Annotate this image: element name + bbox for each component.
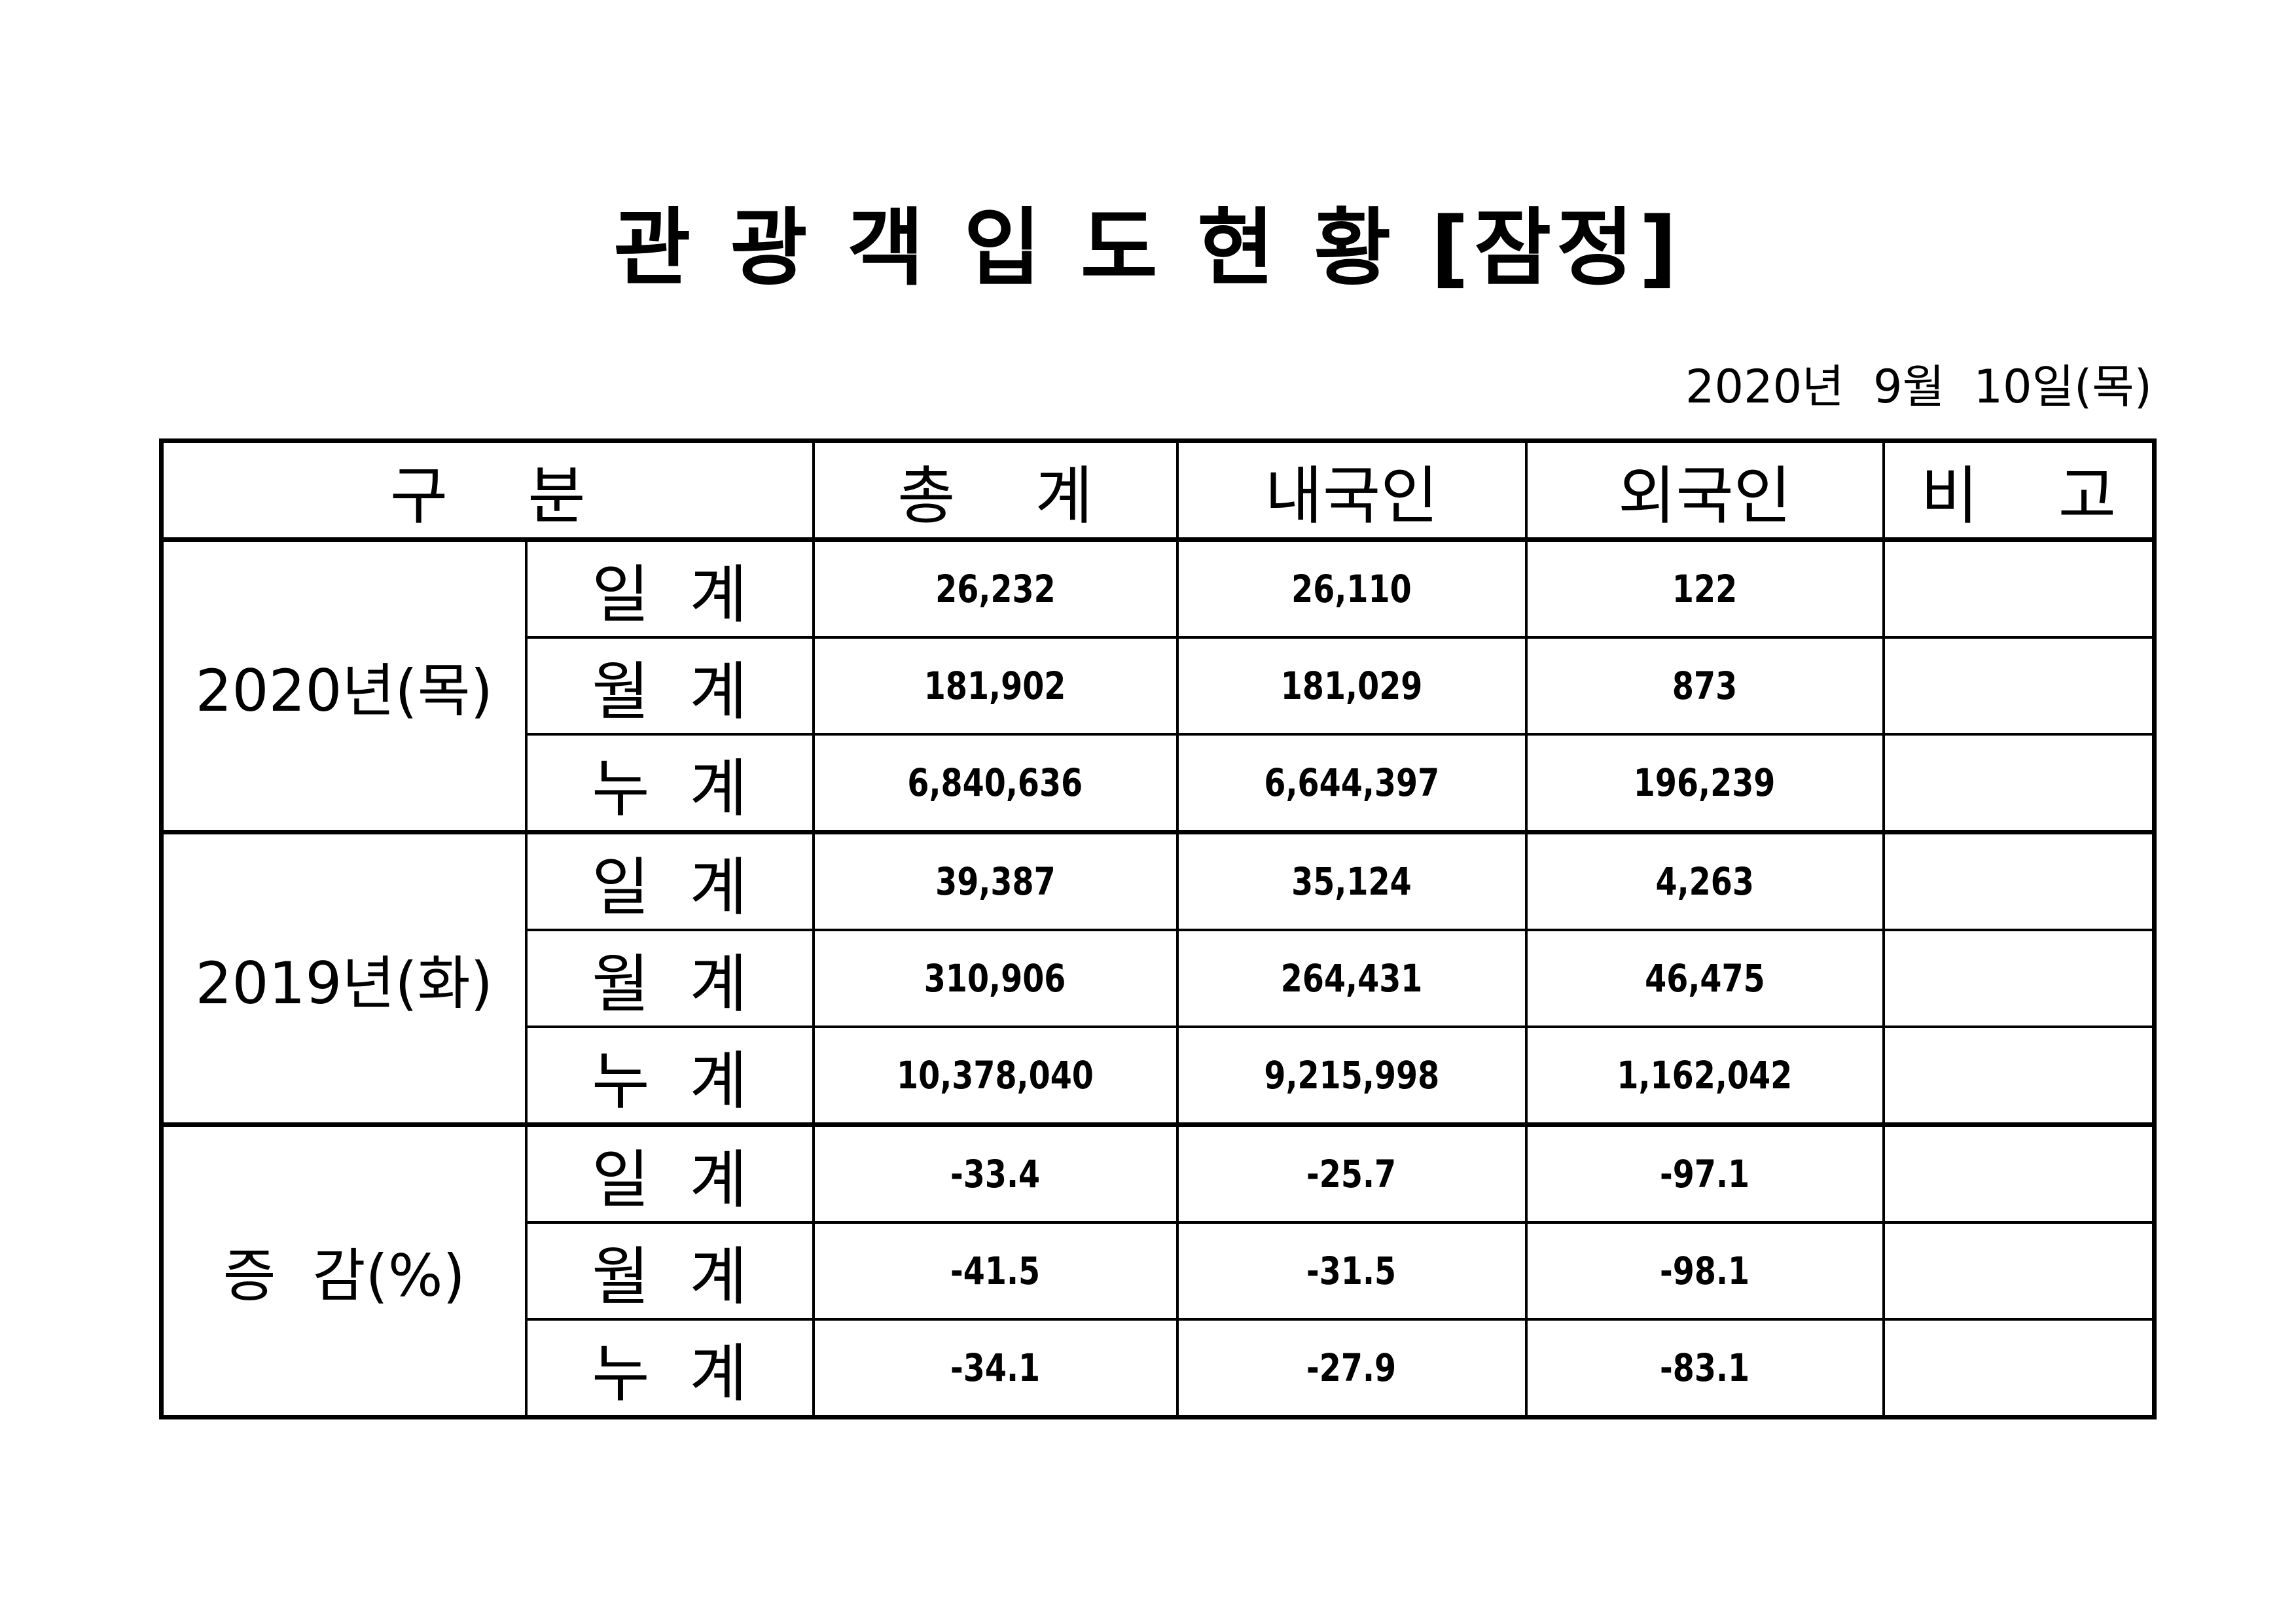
foreign-cell: -97.1 bbox=[1524, 1122, 1885, 1224]
domestic-value: 181,029 bbox=[1280, 664, 1423, 708]
foreign-cell: 1,162,042 bbox=[1524, 1026, 1885, 1126]
domestic-cell: 9,215,998 bbox=[1175, 1026, 1528, 1126]
domestic-value: -25.7 bbox=[1306, 1152, 1397, 1196]
note-cell bbox=[1882, 1221, 2156, 1321]
table-row: 2020년(목) 일 계 26,232 26,110 122 bbox=[160, 537, 2156, 834]
domestic-cell: 26,110 bbox=[1175, 537, 1528, 639]
foreign-value: 4,263 bbox=[1655, 859, 1754, 904]
row-label: 일 계 bbox=[524, 1122, 815, 1224]
domestic-cell: -27.9 bbox=[1175, 1318, 1528, 1419]
page-title: 관 광 객 입 도 현 황 [잠정] bbox=[613, 200, 1683, 297]
domestic-cell: 264,431 bbox=[1175, 929, 1528, 1028]
table-row: 월 계 310,906 264,431 46,475 bbox=[162, 929, 2156, 1028]
note-cell bbox=[1882, 1122, 2156, 1224]
note-cell bbox=[1882, 1026, 2156, 1126]
table-row: 증 감(%) 일 계 -33.4 -25.7 -97.1 bbox=[160, 1122, 2156, 1419]
total-value: -34.1 bbox=[950, 1346, 1041, 1390]
header-foreign: 외국인 bbox=[1524, 439, 1885, 542]
row-label: 월 계 bbox=[524, 1221, 815, 1321]
foreign-cell: -83.1 bbox=[1524, 1318, 1885, 1419]
row-label: 월 계 bbox=[524, 636, 815, 736]
report-date: 2020년 9월 10일(목) bbox=[1685, 360, 2152, 414]
domestic-value: -27.9 bbox=[1306, 1346, 1397, 1390]
header-row: 구 분 총 계 내국인 외국인 비 고 bbox=[160, 439, 2156, 542]
foreign-value: 46,475 bbox=[1644, 956, 1765, 1001]
domestic-cell: 181,029 bbox=[1175, 636, 1528, 736]
total-cell: 310,906 bbox=[812, 929, 1179, 1028]
foreign-value: 873 bbox=[1672, 664, 1738, 708]
total-cell: -33.4 bbox=[812, 1122, 1179, 1224]
domestic-value: 264,431 bbox=[1280, 956, 1423, 1001]
table-row: 월 계 -41.5 -31.5 -98.1 bbox=[162, 1221, 2156, 1321]
foreign-cell: 4,263 bbox=[1524, 830, 1885, 931]
foreign-cell: -98.1 bbox=[1524, 1221, 1885, 1321]
foreign-cell: 873 bbox=[1524, 636, 1885, 736]
foreign-value: 196,239 bbox=[1634, 760, 1776, 805]
foreign-cell: 122 bbox=[1524, 537, 1885, 639]
table-row: 2019년(화) 일 계 39,387 35,124 4,263 bbox=[160, 830, 2156, 1126]
row-label: 월 계 bbox=[524, 929, 815, 1028]
total-value: 6,840,636 bbox=[907, 760, 1083, 805]
foreign-cell: 196,239 bbox=[1524, 733, 1885, 834]
domestic-value: 35,124 bbox=[1291, 859, 1412, 904]
total-value: -33.4 bbox=[950, 1152, 1041, 1196]
group-label: 2020년(목) bbox=[160, 537, 528, 834]
note-cell bbox=[1882, 1318, 2156, 1419]
total-cell: 6,840,636 bbox=[812, 733, 1179, 834]
total-value: 310,906 bbox=[924, 956, 1066, 1001]
total-value: 26,232 bbox=[935, 567, 1056, 611]
table-row: 월 계 181,902 181,029 873 bbox=[162, 636, 2156, 736]
foreign-cell: 46,475 bbox=[1524, 929, 1885, 1028]
note-cell bbox=[1882, 537, 2156, 639]
total-cell: 181,902 bbox=[812, 636, 1179, 736]
domestic-value: 9,215,998 bbox=[1264, 1053, 1439, 1097]
header-domestic: 내국인 bbox=[1175, 439, 1528, 542]
total-cell: 26,232 bbox=[812, 537, 1179, 639]
table-row: 누 계 6,840,636 6,644,397 196,239 bbox=[162, 733, 2156, 834]
domestic-cell: 35,124 bbox=[1175, 830, 1528, 931]
note-cell bbox=[1882, 733, 2156, 834]
foreign-value: 1,162,042 bbox=[1617, 1053, 1793, 1097]
header-total: 총 계 bbox=[812, 439, 1179, 542]
domestic-value: 26,110 bbox=[1291, 567, 1412, 611]
domestic-value: 6,644,397 bbox=[1264, 760, 1439, 805]
table-row: 누 계 -34.1 -27.9 -83.1 bbox=[162, 1318, 2156, 1419]
total-value: 10,378,040 bbox=[897, 1053, 1094, 1097]
tourist-arrivals-table: 구 분 총 계 내국인 외국인 비 고 2020년(목) 일 계 26,232 26,… bbox=[159, 438, 2157, 1419]
domestic-cell: -31.5 bbox=[1175, 1221, 1528, 1321]
total-value: 181,902 bbox=[924, 664, 1066, 708]
foreign-value: -97.1 bbox=[1659, 1152, 1750, 1196]
header-note: 비 고 bbox=[1882, 439, 2156, 542]
foreign-value: -83.1 bbox=[1659, 1346, 1750, 1390]
domestic-cell: -25.7 bbox=[1175, 1122, 1528, 1224]
group-label: 증 감(%) bbox=[160, 1122, 528, 1419]
note-cell bbox=[1882, 929, 2156, 1028]
foreign-value: -98.1 bbox=[1659, 1249, 1750, 1293]
total-cell: 10,378,040 bbox=[812, 1026, 1179, 1126]
domestic-value: -31.5 bbox=[1306, 1249, 1397, 1293]
note-cell bbox=[1882, 636, 2156, 736]
group-label: 2019년(화) bbox=[160, 830, 528, 1126]
row-label: 누 계 bbox=[524, 1318, 815, 1419]
domestic-cell: 6,644,397 bbox=[1175, 733, 1528, 834]
row-label: 일 계 bbox=[524, 830, 815, 931]
header-category: 구 분 bbox=[160, 439, 815, 542]
table-row: 누 계 10,378,040 9,215,998 1,162,042 bbox=[162, 1026, 2156, 1126]
foreign-value: 122 bbox=[1672, 567, 1738, 611]
total-cell: 39,387 bbox=[812, 830, 1179, 931]
row-label: 누 계 bbox=[524, 733, 815, 834]
total-value: 39,387 bbox=[935, 859, 1056, 904]
total-cell: -34.1 bbox=[812, 1318, 1179, 1419]
total-value: -41.5 bbox=[950, 1249, 1041, 1293]
row-label: 누 계 bbox=[524, 1026, 815, 1126]
row-label: 일 계 bbox=[524, 537, 815, 639]
note-cell bbox=[1882, 830, 2156, 931]
total-cell: -41.5 bbox=[812, 1221, 1179, 1321]
